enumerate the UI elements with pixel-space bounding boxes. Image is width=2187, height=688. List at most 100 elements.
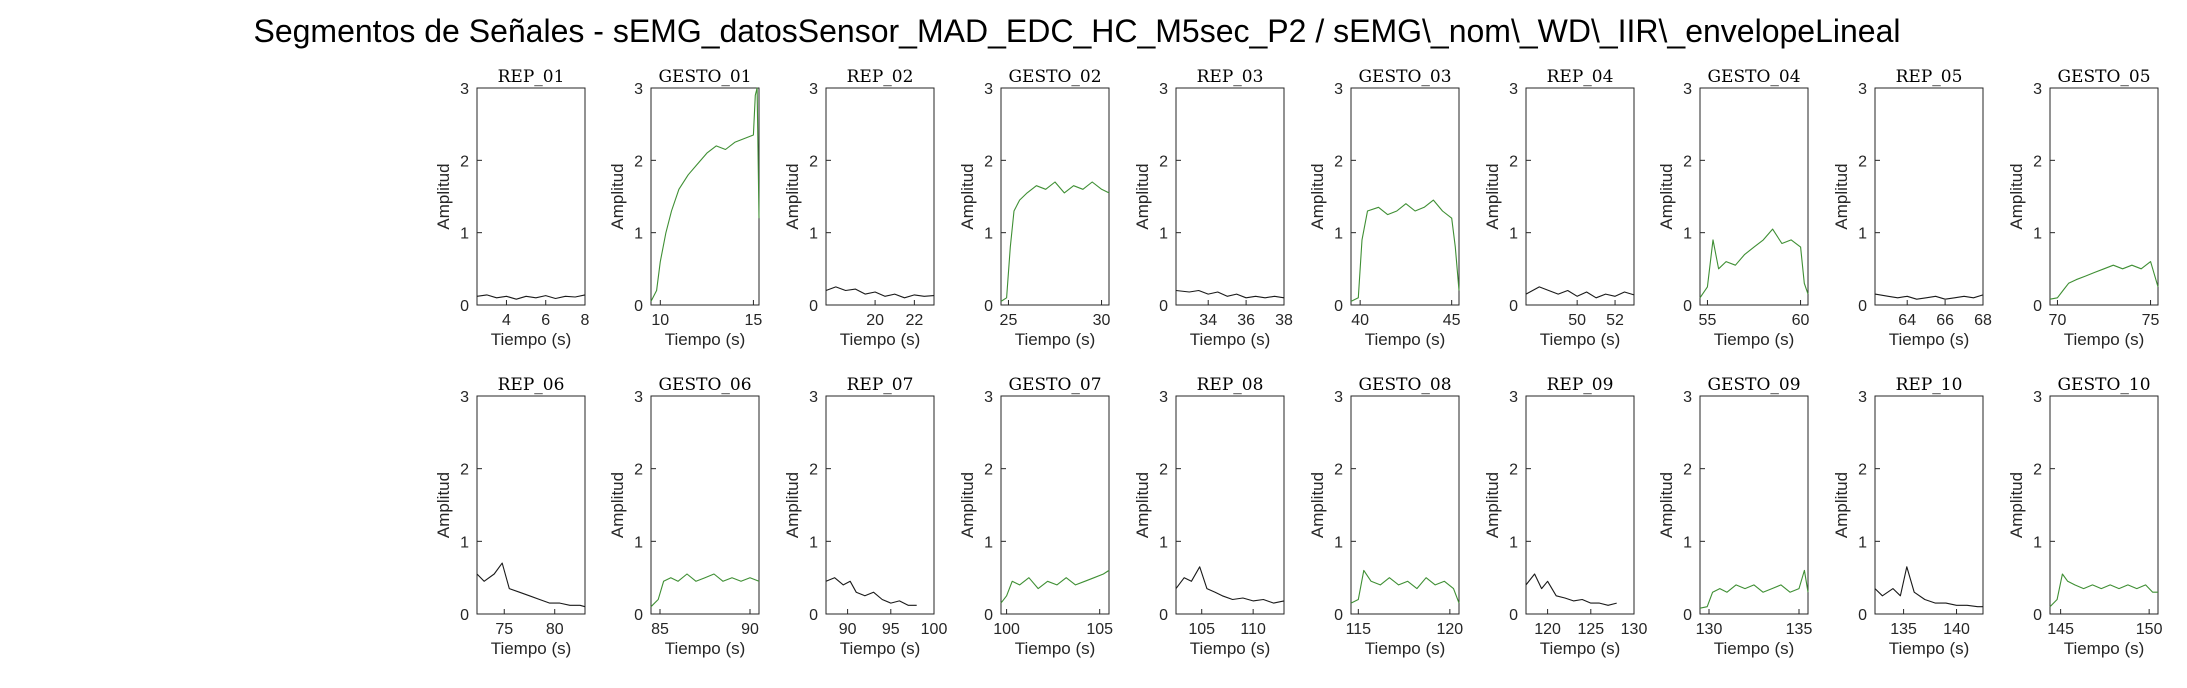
plot-frame xyxy=(1175,395,1285,615)
y-tick-label: 0 xyxy=(1334,298,1343,315)
plot-frame xyxy=(1350,87,1460,306)
x-axis-label: Tiempo (s) xyxy=(840,330,921,349)
y-tick-label: 2 xyxy=(809,153,818,170)
y-axis-label: Amplitud xyxy=(1133,163,1152,229)
y-axis-label: Amplitud xyxy=(608,472,627,538)
x-tick-label: 8 xyxy=(581,312,590,329)
y-axis-label: Amplitud xyxy=(1657,472,1676,538)
x-tick-label: 25 xyxy=(1000,312,1018,329)
y-tick-label: 1 xyxy=(1159,534,1168,551)
signal-trace xyxy=(825,286,935,299)
x-axis-label: Tiempo (s) xyxy=(1714,639,1795,658)
signal-trace xyxy=(2049,261,2159,300)
signal-trace xyxy=(476,294,586,300)
signal-trace xyxy=(1525,573,1617,606)
signal-trace xyxy=(1175,289,1285,299)
panel-title: GESTO_10 xyxy=(2057,375,2150,395)
y-tick-label: 3 xyxy=(1683,389,1692,406)
panel-title: REP_09 xyxy=(1547,375,1614,395)
panel-title: REP_07 xyxy=(847,375,914,395)
y-axis-label: Amplitud xyxy=(2007,472,2026,538)
x-tick-label: 120 xyxy=(1436,621,1463,638)
x-axis-label: Tiempo (s) xyxy=(1714,330,1795,349)
y-tick-label: 1 xyxy=(984,534,993,551)
x-tick-label: 135 xyxy=(1890,621,1917,638)
plot-frame xyxy=(2049,395,2159,615)
y-tick-label: 1 xyxy=(1159,226,1168,243)
y-tick-label: 0 xyxy=(1509,607,1518,624)
y-axis-label: Amplitud xyxy=(434,472,453,538)
y-tick-label: 2 xyxy=(1683,462,1692,479)
x-tick-label: 105 xyxy=(1188,621,1215,638)
y-tick-label: 3 xyxy=(984,81,993,98)
x-axis-label: Tiempo (s) xyxy=(1540,330,1621,349)
x-tick-label: 36 xyxy=(1237,312,1255,329)
y-tick-label: 1 xyxy=(460,534,469,551)
plot-frame xyxy=(1699,395,1809,615)
y-tick-label: 0 xyxy=(1858,298,1867,315)
signal-trace xyxy=(1874,293,1984,300)
x-tick-label: 68 xyxy=(1974,312,1992,329)
plot-frame xyxy=(1699,87,1809,306)
plot-frame xyxy=(1000,395,1110,615)
y-tick-label: 2 xyxy=(984,462,993,479)
panel-title: GESTO_03 xyxy=(1358,67,1451,87)
panel-rep-02: 0 1 2 3 20 22 REP_02 Tiempo (s) Amplitud xyxy=(783,67,935,349)
panel-gesto-09: 0 1 2 3 130 135 GESTO_09 Tiempo (s) Amplitud xyxy=(1657,375,1812,658)
x-tick-label: 66 xyxy=(1936,312,1954,329)
y-axis-label: Amplitud xyxy=(1483,163,1502,229)
y-tick-label: 0 xyxy=(634,607,643,624)
y-axis-label: Amplitud xyxy=(608,163,627,229)
panel-title: GESTO_01 xyxy=(658,67,751,87)
x-axis-label: Tiempo (s) xyxy=(1540,639,1621,658)
y-axis-label: Amplitud xyxy=(958,472,977,538)
x-tick-label: 34 xyxy=(1199,312,1217,329)
panel-rep-05: 0 1 2 3 64 66 68 REP_05 Tiempo (s) Amplitud xyxy=(1832,67,1992,349)
x-tick-label: 75 xyxy=(495,621,513,638)
y-tick-label: 2 xyxy=(1334,153,1343,170)
y-tick-label: 3 xyxy=(809,389,818,406)
y-tick-label: 0 xyxy=(2033,607,2042,624)
panel-gesto-08: 0 1 2 3 115 120 GESTO_08 Tiempo (s) Amplitud xyxy=(1308,375,1463,658)
x-axis-label: Tiempo (s) xyxy=(840,639,921,658)
panel-title: GESTO_07 xyxy=(1008,375,1101,395)
panel-rep-07: 0 1 2 3 90 95 100 REP_07 Tiempo (s) Amplitud xyxy=(783,375,947,658)
x-tick-label: 6 xyxy=(541,312,550,329)
y-tick-label: 0 xyxy=(2033,298,2042,315)
panel-title: GESTO_09 xyxy=(1707,375,1800,395)
y-tick-label: 0 xyxy=(460,298,469,315)
y-tick-label: 2 xyxy=(1858,462,1867,479)
panel-title: GESTO_04 xyxy=(1707,67,1800,87)
x-axis-label: Tiempo (s) xyxy=(1190,639,1271,658)
y-tick-label: 1 xyxy=(1683,534,1692,551)
y-axis-label: Amplitud xyxy=(1133,472,1152,538)
signal-trace xyxy=(1350,199,1460,302)
y-tick-label: 1 xyxy=(2033,534,2042,551)
y-tick-label: 3 xyxy=(1509,81,1518,98)
signal-trace xyxy=(1699,569,1809,609)
x-tick-label: 100 xyxy=(921,621,948,638)
plot-frame xyxy=(650,87,760,306)
y-axis-label: Amplitud xyxy=(434,163,453,229)
y-tick-label: 3 xyxy=(1858,81,1867,98)
x-tick-label: 135 xyxy=(1786,621,1813,638)
signal-trace xyxy=(650,87,760,302)
y-axis-label: Amplitud xyxy=(1832,163,1851,229)
y-tick-label: 2 xyxy=(1334,462,1343,479)
x-axis-label: Tiempo (s) xyxy=(1889,330,1970,349)
panel-title: GESTO_08 xyxy=(1358,375,1451,395)
y-tick-label: 1 xyxy=(1334,226,1343,243)
x-tick-label: 120 xyxy=(1534,621,1561,638)
y-tick-label: 2 xyxy=(634,462,643,479)
y-tick-label: 2 xyxy=(634,153,643,170)
x-tick-label: 40 xyxy=(1351,312,1369,329)
y-tick-label: 0 xyxy=(460,607,469,624)
y-tick-label: 0 xyxy=(1159,607,1168,624)
x-tick-label: 90 xyxy=(741,621,759,638)
y-tick-label: 0 xyxy=(809,298,818,315)
signal-trace xyxy=(1000,569,1110,604)
y-axis-label: Amplitud xyxy=(2007,163,2026,229)
panel-gesto-10: 0 1 2 3 145 150 GESTO_10 Tiempo (s) Amplitud xyxy=(2007,375,2163,658)
